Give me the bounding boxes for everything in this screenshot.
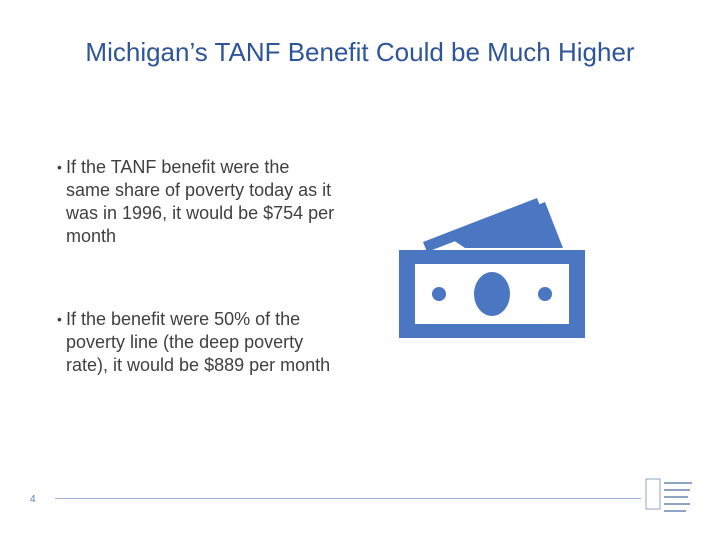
bill-left-dot [432,287,446,301]
slide-title: Michigan’s TANF Benefit Could be Much Hi… [85,37,635,67]
page-number: 4 [30,494,36,505]
logo-mark [645,478,661,510]
bullet-list: • If the TANF benefit were the same shar… [57,156,337,377]
back-bill [453,202,563,248]
money-bill-icon [399,198,585,338]
back-bill-stripe [423,198,541,252]
bullet-item: • If the benefit were 50% of the poverty… [57,308,337,377]
bullet-text: If the benefit were 50% of the poverty l… [66,309,331,375]
center-for-budget-logo [645,478,692,512]
bullet-marker: • [57,159,62,175]
bill-right-dot [538,287,552,301]
bullet-text: If the TANF benefit were the same share … [66,157,335,246]
bill-center-oval [474,272,510,316]
footer-divider [55,498,641,499]
bullet-marker: • [57,311,62,327]
bullet-item: • If the TANF benefit were the same shar… [57,156,337,248]
